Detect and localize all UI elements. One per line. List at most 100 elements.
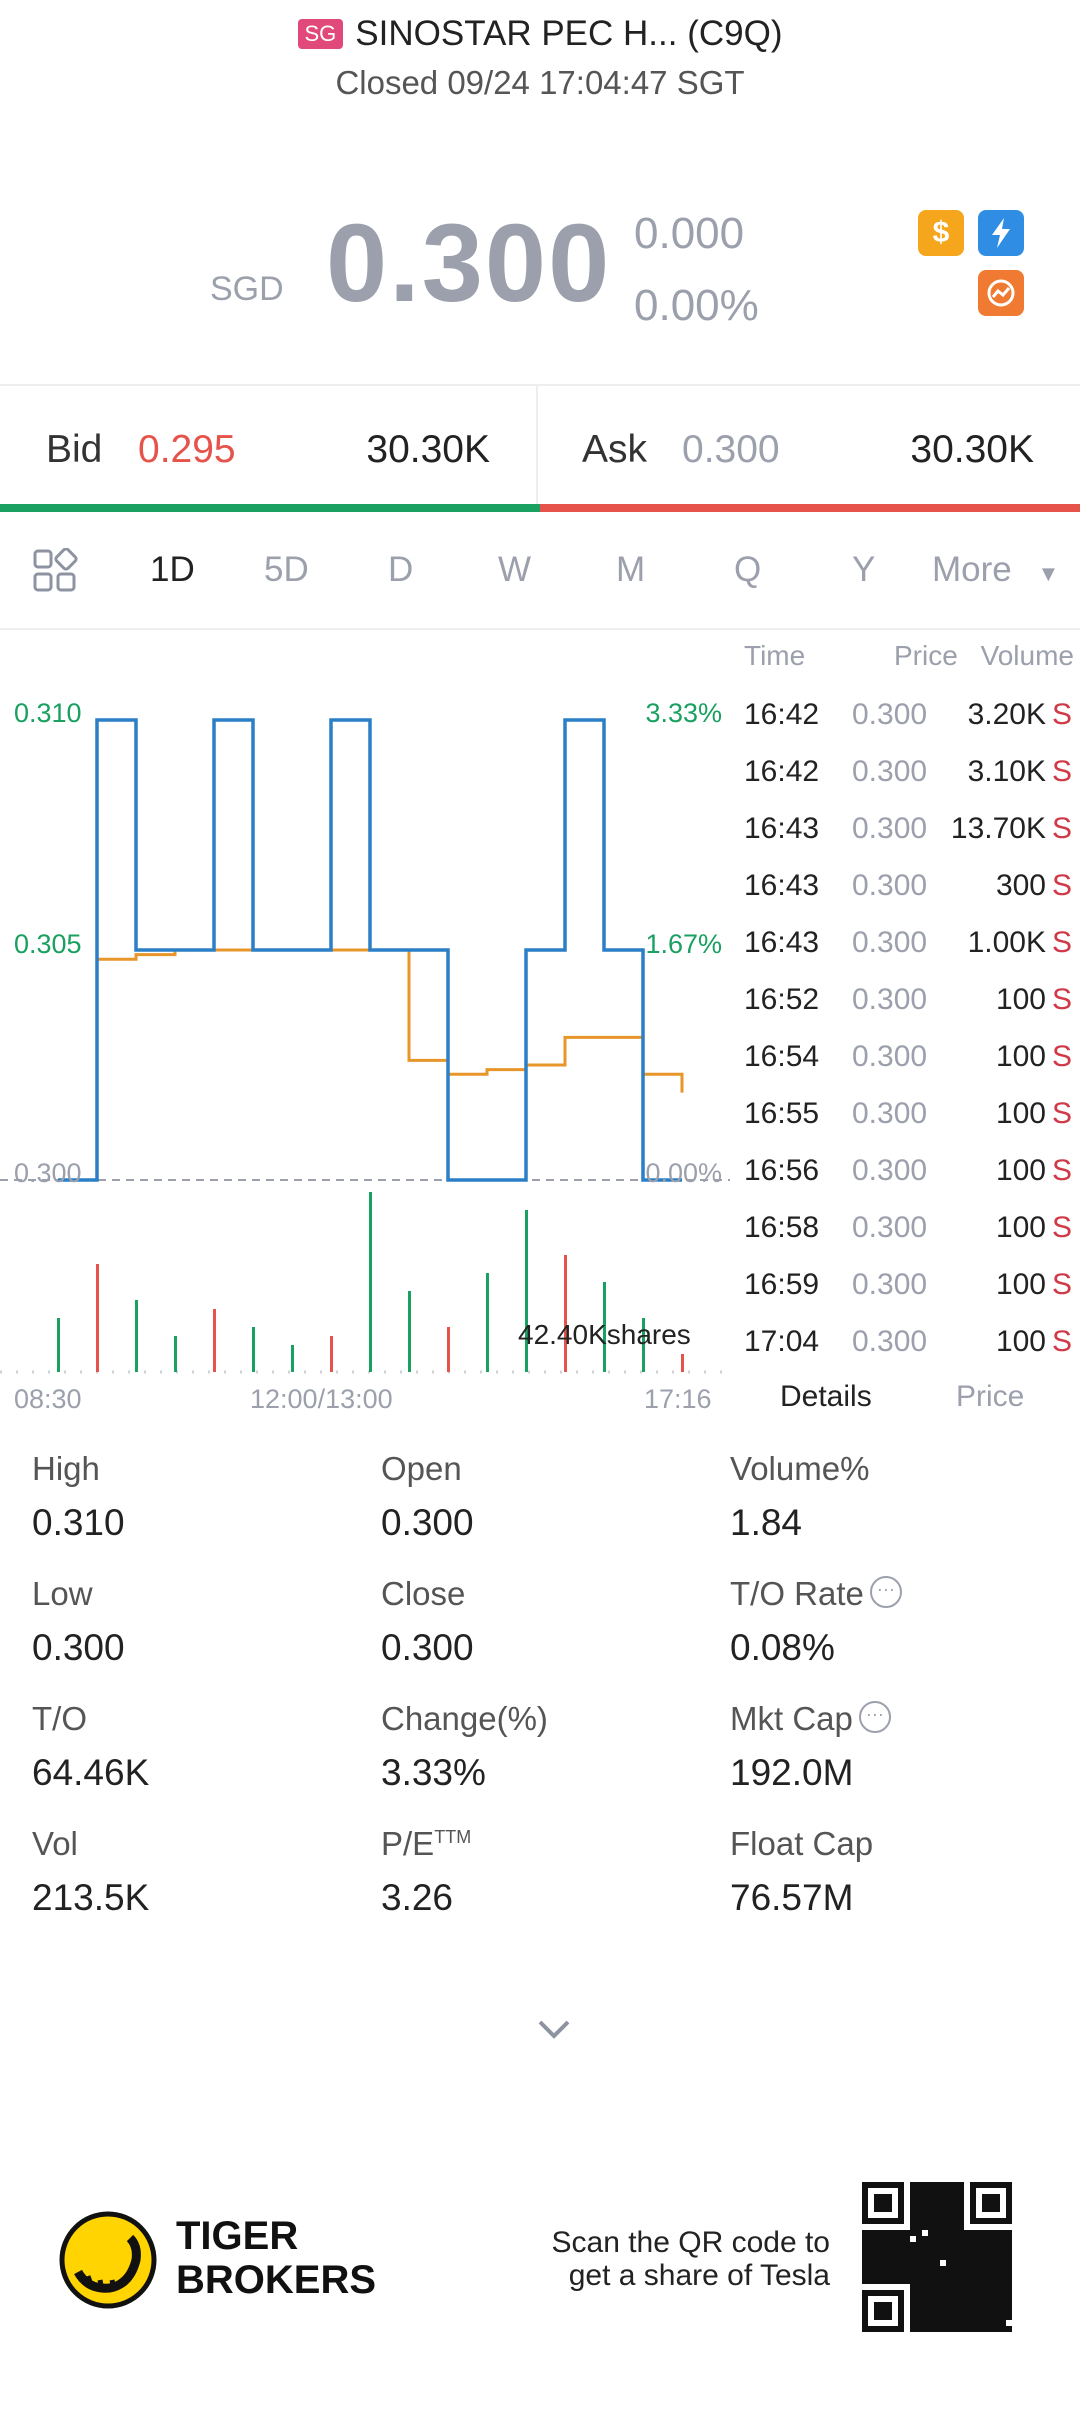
trade-row: 17:04 0.300 100 S (730, 1313, 1080, 1370)
stat-value: 3.33% (381, 1752, 486, 1793)
stat-label: T/O (32, 1700, 87, 1737)
tab-w[interactable]: W (498, 550, 532, 589)
market-badge: SG (297, 19, 344, 49)
exchange-icon[interactable] (978, 270, 1024, 316)
stat-cell: Close 0.300 (381, 1575, 721, 1669)
stat-label: Change(%) (381, 1700, 548, 1737)
volume-bars (57, 1192, 684, 1372)
trade-time: 16:42 (744, 698, 820, 731)
ask-strength-bar (540, 504, 1080, 512)
trade-volume: 100 (995, 1040, 1046, 1073)
trade-price: 0.300 (852, 1268, 928, 1301)
volume-bar (174, 1336, 177, 1372)
trade-volume: 100 (995, 1325, 1046, 1358)
volume-bar (681, 1354, 684, 1372)
stat-value: 0.300 (381, 1627, 474, 1668)
info-icon[interactable]: ··· (869, 1576, 902, 1609)
price-change: 0.000 0.00% (634, 198, 759, 342)
price-axis-low: 0.300 (14, 1158, 82, 1188)
trade-price: 0.300 (852, 1154, 928, 1187)
qr-code-icon (862, 2182, 1012, 2332)
trade-price: 0.300 (852, 1097, 928, 1130)
trade-price: 0.300 (852, 812, 928, 845)
trade-row: 16:58 0.300 100 S (730, 1199, 1080, 1256)
trade-price: 0.300 (852, 926, 928, 959)
tab-d[interactable]: D (388, 550, 414, 589)
more-dropdown[interactable]: More ▼ (932, 550, 1059, 590)
price-axis-mid: 0.305 (14, 929, 82, 959)
trade-volume: 300 (995, 869, 1046, 902)
scan-text: Scan the QR code to get a share of Tesla (551, 2226, 831, 2292)
trade-row: 16:42 0.300 3.10K S (730, 743, 1080, 800)
divider (536, 384, 538, 506)
trade-row: 16:56 0.300 100 S (730, 1142, 1080, 1199)
bid-panel[interactable]: Bid 0.295 30.30K (0, 390, 540, 510)
stock-title: SG SINOSTAR PEC H... (C9Q) (0, 14, 1080, 54)
stat-value: 213.5K (32, 1877, 150, 1918)
trade-ticker-header: Time Price Volume (730, 630, 1080, 686)
intraday-chart[interactable]: 0.310 0.305 0.300 3.33% 1.67% 0.00% 42.4… (0, 630, 730, 1390)
trade-side: S (1051, 1268, 1072, 1301)
trade-volume: 3.20K (967, 698, 1046, 731)
ask-price: 0.300 (682, 428, 780, 471)
trade-row: 16:43 0.300 1.00K S (730, 914, 1080, 971)
bid-size: 30.30K (366, 428, 490, 471)
expand-chevron-icon[interactable] (532, 2014, 576, 2049)
ticker-tabs: Details Price (730, 1370, 1080, 1430)
volume-bar (369, 1192, 372, 1372)
trade-side: S (1051, 1097, 1072, 1130)
trade-side: S (1051, 1211, 1072, 1244)
lightning-icon[interactable] (978, 210, 1024, 256)
time-axis-start: 08:30 (14, 1384, 82, 1414)
price-axis-high: 0.310 (14, 698, 82, 728)
tab-q[interactable]: Q (734, 550, 762, 589)
tab-5d[interactable]: 5D (264, 550, 309, 589)
divider (0, 628, 1080, 630)
stat-cell: Float Cap 76.57M (730, 1825, 1070, 1919)
dollar-icon[interactable]: $ (918, 210, 964, 256)
volume-bar (330, 1336, 333, 1372)
stat-label-sup: TTM (434, 1827, 472, 1847)
trade-side: S (1051, 869, 1072, 902)
info-icon[interactable]: ··· (858, 1701, 891, 1734)
trade-volume: 100 (995, 1097, 1046, 1130)
stat-label: High (32, 1450, 100, 1487)
bid-strength-bar (0, 504, 540, 512)
ask-panel[interactable]: Ask 0.300 30.30K (540, 390, 1080, 510)
stat-cell: Volume% 1.84 (730, 1450, 1070, 1544)
layout-grid-icon[interactable] (32, 547, 78, 603)
trade-rows: 16:42 0.300 3.20K S 16:42 0.300 3.10K S 16:43 0.3… (730, 686, 1080, 1370)
trade-row: 16:54 0.300 100 S (730, 1028, 1080, 1085)
trade-time: 16:43 (744, 869, 820, 902)
footer-banner[interactable]: TIGER BROKERS Scan the QR code to get a … (0, 2180, 1080, 2360)
trade-price: 0.300 (852, 1325, 928, 1358)
tab-m[interactable]: M (616, 550, 646, 589)
stat-value: 0.08% (730, 1627, 835, 1668)
trade-row: 16:55 0.300 100 S (730, 1085, 1080, 1142)
trade-time: 16:43 (744, 812, 820, 845)
tab-y[interactable]: Y (852, 550, 876, 589)
trade-side: S (1051, 1040, 1072, 1073)
trade-price: 0.300 (852, 755, 928, 788)
trade-row: 16:43 0.300 13.70K S (730, 800, 1080, 857)
tab-details[interactable]: Details (780, 1380, 872, 1413)
stat-cell: T/O 64.46K (32, 1700, 372, 1794)
header: SG SINOSTAR PEC H... (C9Q) Closed 09/24 … (0, 0, 1080, 120)
tab-1d[interactable]: 1D (150, 550, 195, 589)
stat-cell: Vol 213.5K (32, 1825, 372, 1919)
quote-icons: $ (918, 210, 1058, 320)
stat-cell[interactable]: Mkt Cap ··· 192.0M (730, 1700, 1070, 1794)
chart-grid (0, 1179, 730, 1374)
trade-volume: 13.70K (950, 812, 1046, 845)
stat-label: Open (381, 1450, 462, 1487)
last-price: 0.300 (326, 202, 612, 325)
stat-cell: Open 0.300 (381, 1450, 721, 1544)
stat-cell[interactable]: T/O Rate ··· 0.08% (730, 1575, 1070, 1669)
volume-bar (486, 1273, 489, 1372)
trade-time: 16:56 (744, 1154, 820, 1187)
ask-size: 30.30K (910, 428, 1034, 471)
tab-price[interactable]: Price (956, 1380, 1025, 1413)
tiger-logo-icon (58, 2210, 158, 2315)
period-tabs: 1D 5D D W M Q Y More ▼ (0, 540, 1080, 610)
trade-ticker: Time Price Volume 16:42 0.300 3.20K S 16:42 0… (730, 630, 1080, 1370)
